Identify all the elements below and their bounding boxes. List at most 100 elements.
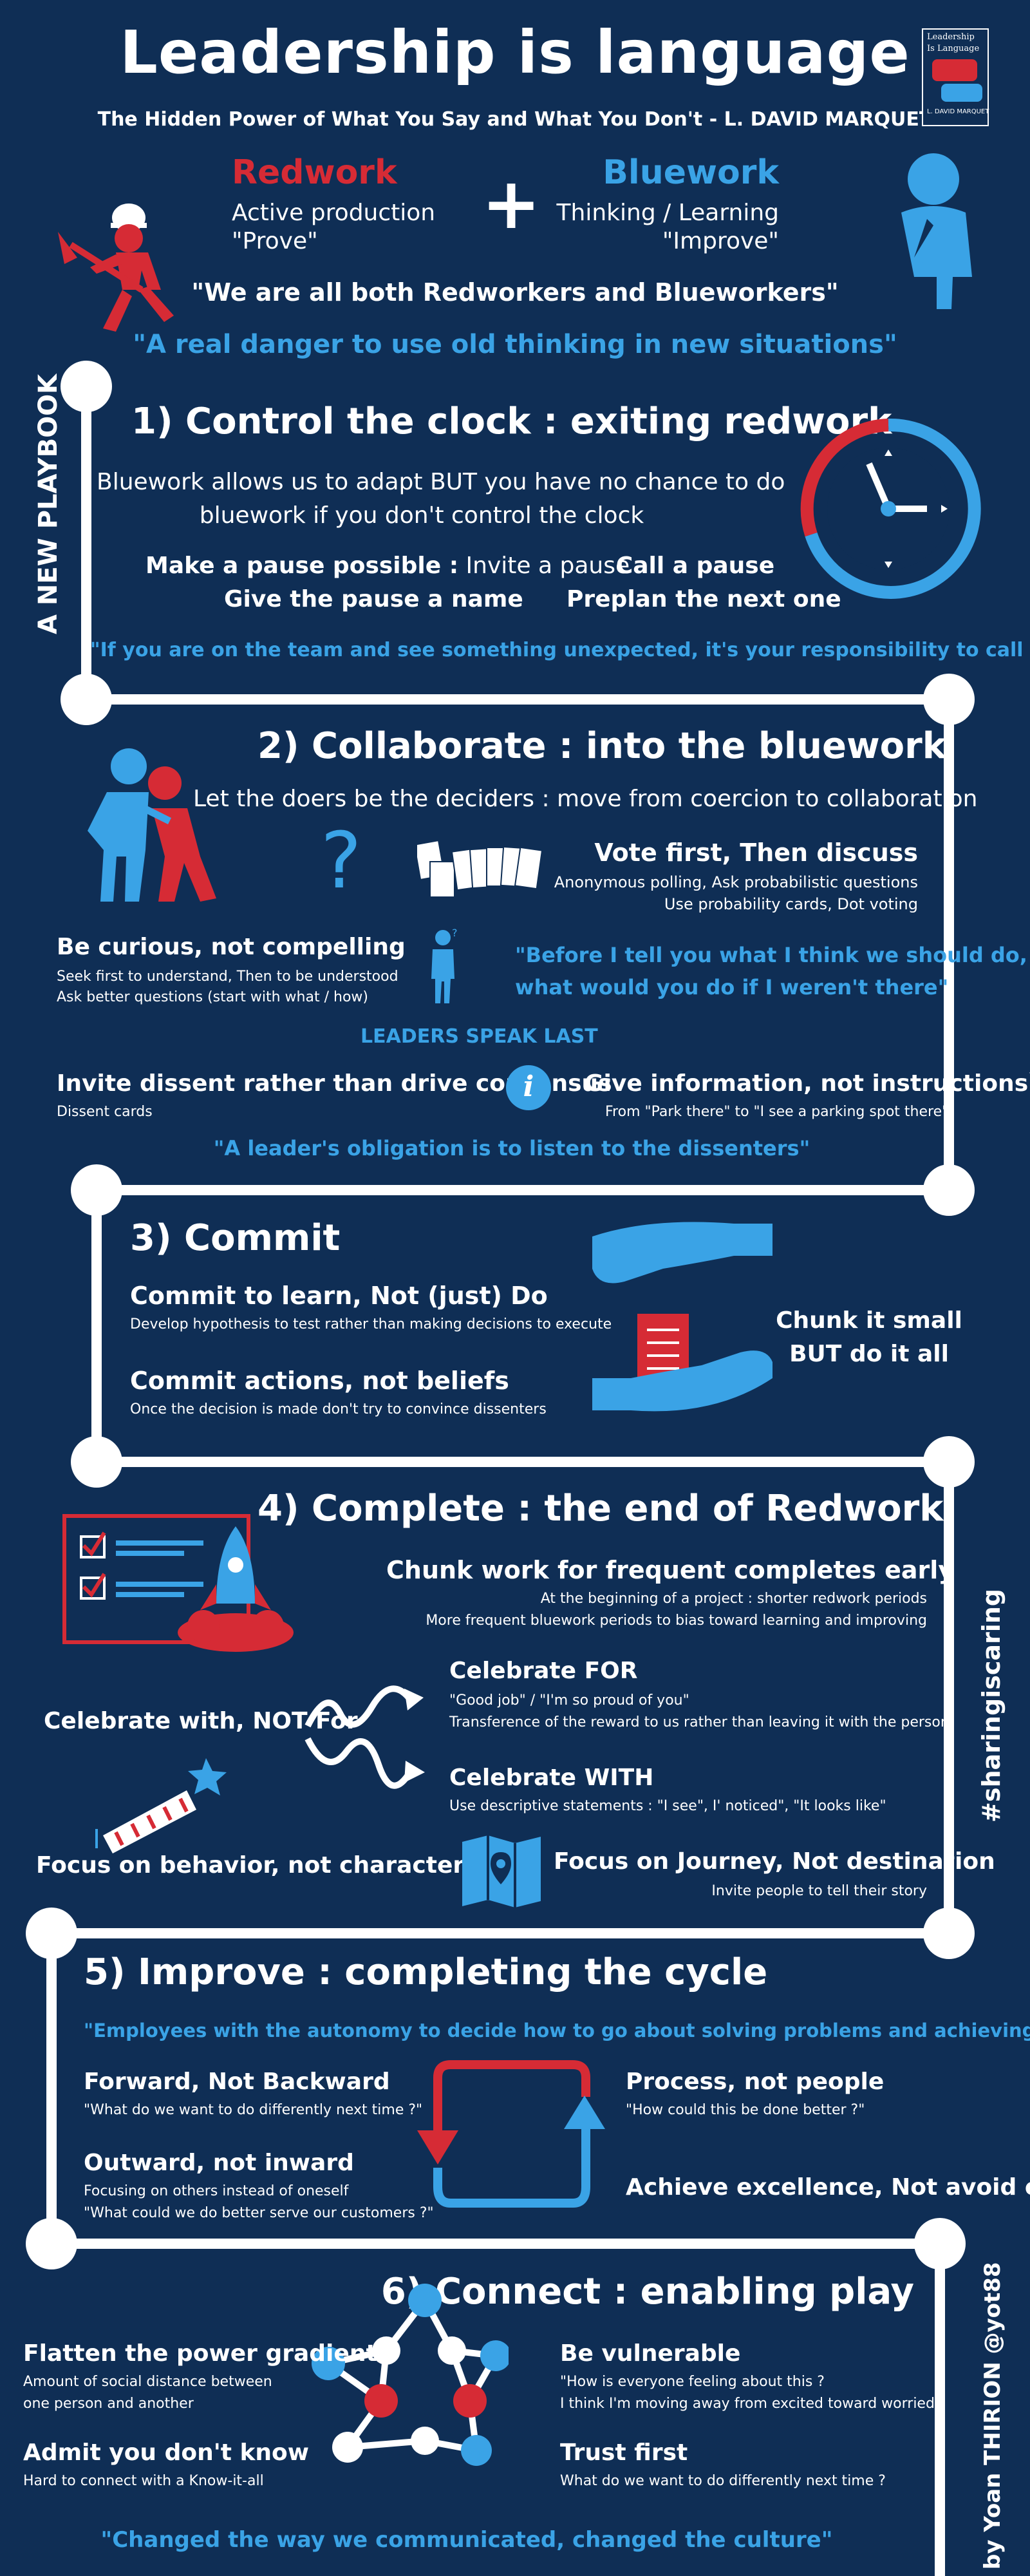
s5-forward-l1: "What do we want to do differently next … <box>84 2102 423 2118</box>
redwork-title: Redwork <box>232 153 397 192</box>
plus-sign: + <box>482 162 541 245</box>
path-track <box>86 694 949 705</box>
cycle-icon <box>417 2060 605 2208</box>
book-author: L. DAVID MARQUET <box>927 108 989 115</box>
s5-process-title: Process, not people <box>626 2069 885 2095</box>
s1-quote: "If you are on the team and see somethin… <box>90 639 1030 661</box>
s2-info-title: Give information, not instructions` <box>585 1070 1030 1097</box>
s6-power-title: Flatten the power gradient <box>23 2340 377 2367</box>
network-icon <box>312 2284 509 2466</box>
playbook-label: A NEW PLAYBOOK <box>33 374 63 634</box>
redwork-line1: Active production <box>232 200 436 226</box>
s4-for-title: Celebrate FOR <box>449 1658 638 1684</box>
s1-give-pause: Give the pause a name <box>224 586 523 612</box>
s1-make-pause: Make a pause possible : Invite a pause <box>145 553 630 579</box>
s2-curious-l1: Seek first to understand, Then to be und… <box>57 969 398 985</box>
section2-title: 2) Collaborate : into the bluework <box>258 725 947 767</box>
path-node <box>61 361 112 412</box>
path-node <box>71 1436 122 1488</box>
s4-with-title: Celebrate WITH <box>449 1765 654 1791</box>
s4-chunk-title: Chunk work for frequent completes early <box>386 1556 955 1584</box>
s4-for-l2: Transference of the reward to us rather … <box>449 1714 950 1730</box>
path-track <box>944 1457 954 1933</box>
path-track <box>97 1185 953 1195</box>
path-track <box>52 2239 940 2249</box>
s6-vuln-title: Be vulnerable <box>560 2340 741 2367</box>
hashtag-label: #sharingiscaring <box>977 1588 1006 1823</box>
page-subtitle: The Hidden Power of What You Say and Wha… <box>97 108 933 131</box>
s2-dissent-l1: Dissent cards <box>57 1104 153 1120</box>
thinker-icon <box>901 153 972 309</box>
s1-make-pause-label: Make a pause possible : <box>145 553 459 579</box>
people-helping-icon <box>88 748 216 902</box>
page-title: Leadership is language <box>120 18 910 87</box>
path-track <box>46 1928 57 2244</box>
bluework-line1: Thinking / Learning <box>556 200 779 226</box>
path-node <box>914 2218 966 2269</box>
info-icon: i <box>506 1065 551 1110</box>
arrows-icon <box>304 1685 425 1789</box>
section1-title: 1) Control the clock : exiting redwork <box>131 401 892 442</box>
hands-icon <box>592 1222 772 1412</box>
s4-journey-title: Focus on Journey, Not destination <box>554 1848 995 1875</box>
path-track <box>935 2239 945 2576</box>
s3-chunk-l2: BUT do it all <box>789 1341 949 1367</box>
s2-subtitle: Let the doers be the deciders : move fro… <box>193 786 978 812</box>
s2-quote2: "A leader's obligation is to listen to t… <box>213 1136 810 1160</box>
path-node <box>71 1164 122 1216</box>
book-title-line1: Leadership <box>927 32 975 42</box>
s6-power-l2: one person and another <box>23 2396 194 2412</box>
s2-vote-l1: Anonymous polling, Ask probabilistic que… <box>554 873 918 891</box>
s6-trust-l1: What do we want to do differently next t… <box>560 2473 886 2489</box>
s6-admit-l1: Hard to connect with a Know-it-all <box>23 2473 264 2489</box>
path-track <box>81 386 91 708</box>
s2-vote-l2: Use probability cards, Dot voting <box>664 895 918 913</box>
s4-journey-l1: Invite people to tell their story <box>711 1883 927 1899</box>
s1-line1: Bluework allows us to adapt BUT you have… <box>97 469 785 495</box>
s2-quote-l2: what would you do if I weren't there" <box>515 975 949 999</box>
s3-learn-title: Commit to learn, Not (just) Do <box>130 1282 548 1310</box>
s2-vote-title: Vote first, Then discuss <box>594 838 918 867</box>
path-node <box>923 1164 975 1216</box>
s5-excellence: Achieve excellence, Not avoid errors <box>626 2174 1030 2201</box>
s3-actions-l1: Once the decision is made don't try to c… <box>130 1401 547 1417</box>
cards-icon <box>417 839 543 898</box>
path-node <box>26 1908 77 1959</box>
worker-shovel-icon <box>58 204 174 332</box>
s2-curious-title: Be curious, not compelling <box>57 934 406 960</box>
s2-quote-l1: "Before I tell you what I think we shoul… <box>515 943 1027 967</box>
path-track <box>91 1185 102 1462</box>
s6-quote: "Changed the way we communicated, change… <box>100 2527 833 2553</box>
path-node <box>923 1436 975 1488</box>
firework-icon <box>95 1758 227 1853</box>
s6-power-l1: Amount of social distance between <box>23 2374 272 2390</box>
intro-quote2: "A real danger to use old thinking in ne… <box>133 330 897 359</box>
path-node <box>923 674 975 725</box>
s4-celebrate-with-not-for: Celebrate with, NOT For <box>44 1708 358 1734</box>
question-icon: ? <box>321 817 362 906</box>
book-bubble-blue <box>941 84 982 102</box>
s5-forward-title: Forward, Not Backward <box>84 2069 390 2095</box>
s6-vuln-l1: "How is everyone feeling about this ? <box>560 2374 825 2390</box>
s6-trust-title: Trust first <box>560 2439 688 2466</box>
s1-preplan: Preplan the next one <box>566 586 841 612</box>
section6-title: 6) Connect : enabling play <box>380 2271 914 2313</box>
info-icon-glyph: i <box>523 1070 534 1103</box>
book-bubble-red <box>932 59 977 81</box>
path-node <box>923 1908 975 1959</box>
path-node <box>26 2218 77 2269</box>
s1-call-pause: Call a pause <box>615 553 775 579</box>
s4-chunk-l2: More frequent bluework periods to bias t… <box>426 1613 927 1629</box>
intro-quote1: "We are all both Redworkers and Bluework… <box>191 278 839 307</box>
path-node <box>61 674 112 725</box>
bluework-line2: "Improve" <box>662 228 779 254</box>
s5-outward-l1: Focusing on others instead of oneself <box>84 2183 349 2199</box>
person-icon: ? <box>431 927 458 1003</box>
path-track <box>97 1457 953 1467</box>
s1-line2: bluework if you don't control the clock <box>199 502 644 529</box>
s5-process-l1: "How could this be done better ?" <box>626 2102 865 2118</box>
redwork-line2: "Prove" <box>232 228 318 254</box>
s1-make-pause-rest: Invite a pause <box>458 553 630 579</box>
section5-title: 5) Improve : completing the cycle <box>84 1951 768 1993</box>
s2-info-l1: From "Park there" to "I see a parking sp… <box>605 1104 949 1120</box>
